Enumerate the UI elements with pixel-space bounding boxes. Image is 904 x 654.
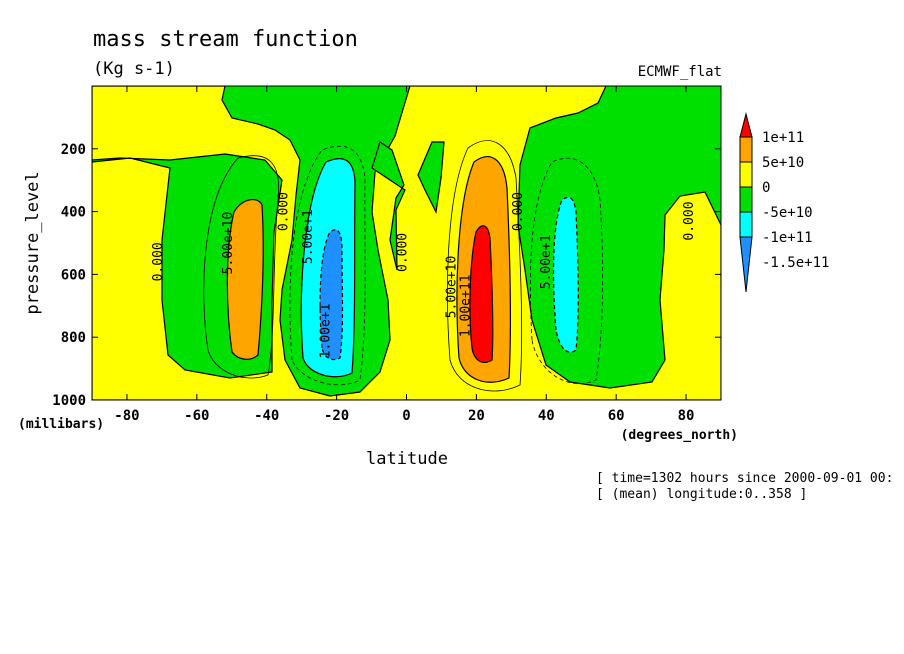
contour-label: 1.00e+1 — [319, 304, 334, 359]
y-units-label: (millibars) — [18, 417, 104, 432]
contour-label: 0.000 — [511, 192, 526, 231]
legend-label: 0 — [762, 180, 770, 196]
southern-negative-cell-outer — [289, 145, 366, 386]
legend-swatch — [739, 161, 753, 188]
northern-negative-cell-outer — [529, 157, 604, 384]
y-tick-label: 600 — [61, 267, 86, 283]
x-tick-label: 20 — [468, 408, 485, 424]
chart-subtitle: (Kg s-1) — [93, 59, 175, 79]
legend-label: -5e+10 — [762, 205, 813, 221]
legend-label: -1.5e+11 — [762, 255, 829, 271]
contour-label: 0.000 — [396, 233, 411, 272]
x-axis: -80 -60 -40 -20 0 20 40 60 80 — [114, 86, 694, 424]
x-tick-label: 80 — [678, 408, 695, 424]
legend-swatch-bottom-arrow — [739, 236, 753, 293]
contour-label: 0.000 — [682, 201, 697, 240]
legend-label: 1e+11 — [762, 130, 804, 146]
x-tick-label: 60 — [608, 408, 625, 424]
x-tick-label: -40 — [254, 408, 279, 424]
zero-region-southern — [92, 86, 721, 400]
northern-positive-cell-outer — [447, 140, 523, 392]
x-tick-label: -80 — [114, 408, 139, 424]
contour-label: 5.00e+1 — [301, 209, 316, 264]
contour-label: 5.00e+1 — [539, 234, 554, 289]
y-tick-label: 1000 — [52, 393, 86, 409]
contour-label: 0.000 — [277, 192, 292, 231]
legend-label: 5e+10 — [762, 155, 804, 171]
contour-label: 1.00e+11 — [458, 274, 473, 337]
dataset-label: ECMWF_flat — [638, 64, 722, 80]
x-tick-label: -60 — [184, 408, 209, 424]
equatorial-patch-east — [417, 141, 445, 214]
southern-positive-cell-core — [226, 198, 264, 360]
y-tick-label: 400 — [61, 205, 86, 221]
legend-label: -1e+11 — [762, 230, 813, 246]
southern-negative-cell-core — [319, 229, 344, 361]
equatorial-negative-patch — [371, 141, 406, 271]
color-legend: 1e+11 5e+10 0 -5e+10 -1e+11 -1.5e+11 — [739, 112, 829, 293]
contour-label: 5.00e+10 — [221, 212, 236, 275]
footnote-time: [ time=1302 hours since 2000-09-01 00: — [596, 471, 893, 486]
legend-swatch-top-arrow — [739, 112, 753, 138]
y-axis-label: pressure_level — [23, 171, 43, 314]
x-axis-label: latitude — [366, 449, 448, 469]
legend-swatch — [739, 211, 753, 238]
y-tick-label: 800 — [61, 330, 86, 346]
x-units-label: (degrees_north) — [621, 428, 738, 443]
x-tick-label: 40 — [538, 408, 555, 424]
legend-swatch — [739, 186, 753, 213]
northern-positive-cell-core — [469, 225, 494, 363]
contour-label: 5.00e+10 — [444, 256, 459, 319]
x-tick-label: -20 — [324, 408, 349, 424]
contour-labels: 0.000 5.00e+10 0.000 5.00e+1 1.00e+1 0.000 5.0… — [151, 192, 697, 358]
plot-area: 0.000 5.00e+10 0.000 5.00e+1 1.00e+1 0.000 5.0… — [92, 86, 721, 400]
y-axis: 1000 800 600 400 200 — [52, 142, 721, 409]
northern-negative-cell-core — [552, 196, 579, 353]
legend-swatch — [739, 136, 753, 163]
x-tick-label: 0 — [402, 408, 410, 424]
contour-label: 0.000 — [151, 242, 166, 281]
footnote-longitude: [ (mean) longitude:0..358 ] — [596, 487, 807, 502]
y-tick-label: 200 — [61, 142, 86, 158]
southern-positive-cell-contour — [203, 155, 280, 379]
chart-title: mass stream function — [93, 27, 358, 52]
